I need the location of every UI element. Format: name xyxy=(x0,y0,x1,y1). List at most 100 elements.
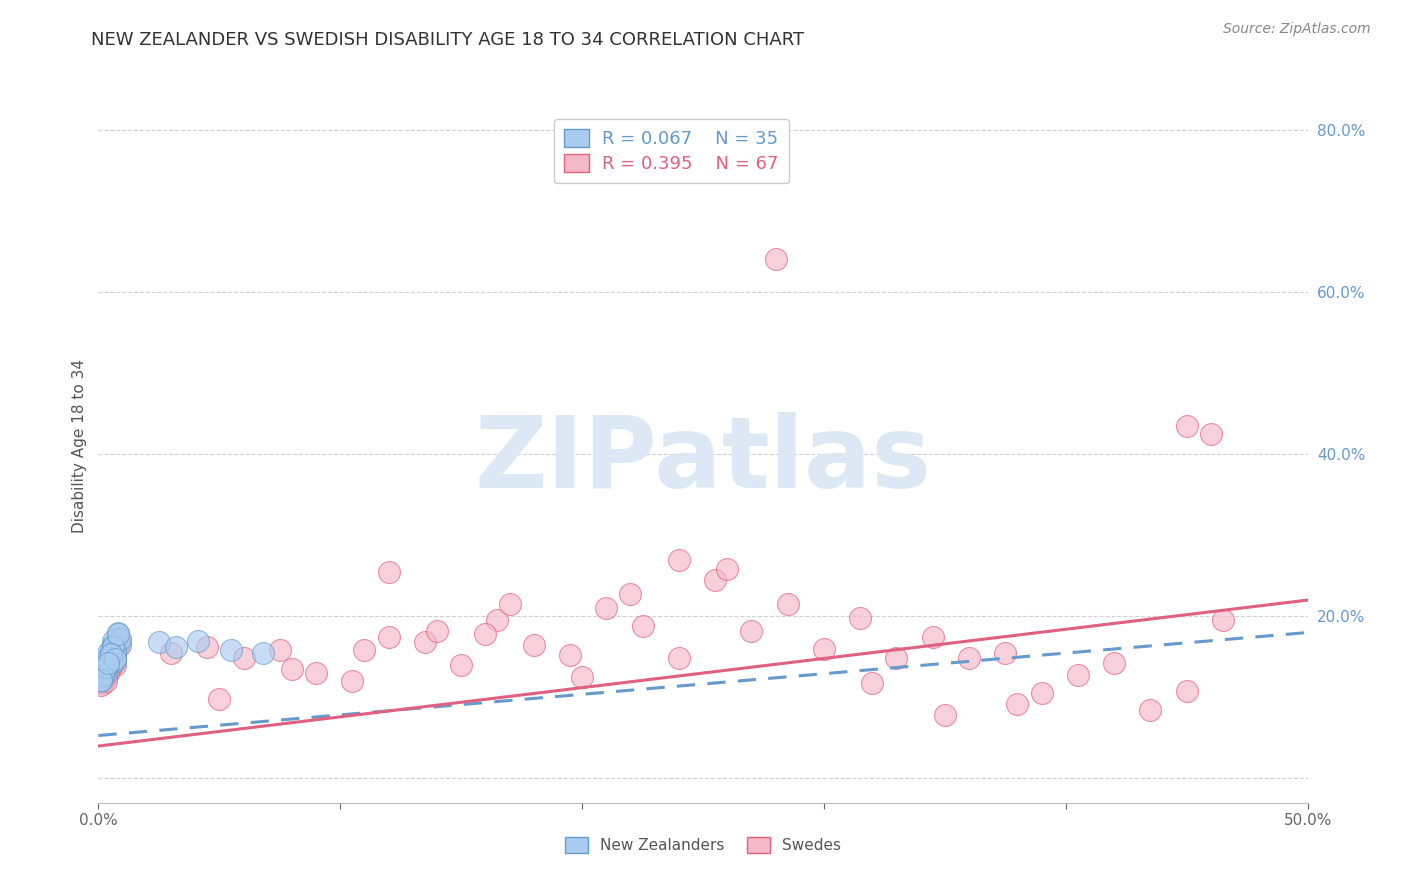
Point xyxy=(450,657,472,672)
Point xyxy=(97,657,120,672)
Point xyxy=(377,565,399,579)
Point xyxy=(107,625,129,640)
Point xyxy=(104,643,127,657)
Point xyxy=(148,635,170,649)
Point xyxy=(97,654,120,668)
Point xyxy=(631,619,654,633)
Point xyxy=(90,673,112,687)
Point xyxy=(97,656,120,670)
Point xyxy=(107,630,129,644)
Point xyxy=(1139,702,1161,716)
Point xyxy=(558,648,581,663)
Point xyxy=(765,252,787,267)
Y-axis label: Disability Age 18 to 34: Disability Age 18 to 34 xyxy=(72,359,87,533)
Point xyxy=(474,627,496,641)
Point xyxy=(886,651,908,665)
Point xyxy=(108,632,131,646)
Point xyxy=(486,613,509,627)
Point xyxy=(97,665,120,679)
Point xyxy=(849,611,872,625)
Point xyxy=(107,630,129,644)
Point xyxy=(108,638,131,652)
Point xyxy=(860,675,883,690)
Point xyxy=(252,646,274,660)
Point xyxy=(1175,684,1198,698)
Point xyxy=(104,651,127,665)
Text: Source: ZipAtlas.com: Source: ZipAtlas.com xyxy=(1223,22,1371,37)
Point xyxy=(101,640,124,654)
Point xyxy=(100,659,122,673)
Point xyxy=(104,648,127,663)
Point xyxy=(160,646,183,660)
Text: NEW ZEALANDER VS SWEDISH DISABILITY AGE 18 TO 34 CORRELATION CHART: NEW ZEALANDER VS SWEDISH DISABILITY AGE … xyxy=(91,31,804,49)
Point xyxy=(104,657,127,672)
Point xyxy=(1031,686,1053,700)
Point xyxy=(281,662,304,676)
Point xyxy=(1067,667,1090,681)
Point xyxy=(1102,657,1125,671)
Point xyxy=(94,662,117,676)
Point xyxy=(377,630,399,644)
Point xyxy=(97,649,120,664)
Point xyxy=(342,674,364,689)
Point xyxy=(498,597,520,611)
Point xyxy=(232,651,254,665)
Point xyxy=(776,597,799,611)
Point xyxy=(94,674,117,689)
Point xyxy=(353,643,375,657)
Point xyxy=(100,646,122,660)
Point xyxy=(97,651,120,665)
Point xyxy=(165,640,187,654)
Point xyxy=(813,641,835,656)
Point xyxy=(100,648,122,663)
Point xyxy=(97,666,120,681)
Point xyxy=(91,675,114,690)
Point xyxy=(571,670,593,684)
Point xyxy=(1175,418,1198,433)
Point xyxy=(413,635,436,649)
Point xyxy=(90,674,112,689)
Point xyxy=(94,670,117,684)
Point xyxy=(108,633,131,648)
Point xyxy=(101,657,124,671)
Point xyxy=(94,659,117,673)
Point xyxy=(426,624,449,638)
Point xyxy=(104,654,127,668)
Point xyxy=(94,657,117,672)
Point xyxy=(994,646,1017,660)
Text: ZIPatlas: ZIPatlas xyxy=(475,412,931,508)
Point xyxy=(1212,613,1234,627)
Point xyxy=(90,678,112,692)
Point xyxy=(740,624,762,638)
Point xyxy=(91,667,114,681)
Point xyxy=(305,666,328,681)
Point xyxy=(101,633,124,648)
Point xyxy=(208,692,231,706)
Point xyxy=(101,638,124,652)
Point xyxy=(957,651,980,665)
Point xyxy=(100,651,122,665)
Point xyxy=(523,638,546,652)
Point xyxy=(195,640,218,654)
Point xyxy=(104,651,127,665)
Point xyxy=(101,641,124,656)
Point xyxy=(97,646,120,660)
Point xyxy=(221,643,243,657)
Point xyxy=(107,638,129,652)
Point xyxy=(94,667,117,681)
Point xyxy=(668,651,690,665)
Point xyxy=(595,601,617,615)
Point xyxy=(1199,426,1222,441)
Point xyxy=(269,643,291,657)
Point xyxy=(107,640,129,654)
Point xyxy=(100,648,122,662)
Point xyxy=(934,708,956,723)
Point xyxy=(704,573,727,587)
Point xyxy=(716,562,738,576)
Point xyxy=(91,670,114,684)
Point xyxy=(94,666,117,681)
Point xyxy=(107,627,129,641)
Legend: New Zealanders, Swedes: New Zealanders, Swedes xyxy=(558,831,848,859)
Point xyxy=(921,630,943,644)
Point xyxy=(619,586,641,600)
